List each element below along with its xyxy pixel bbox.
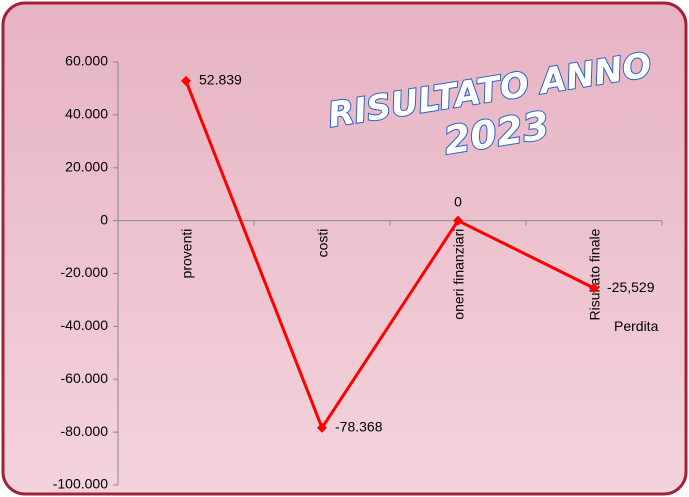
data-label: -25,529 [607, 279, 655, 295]
data-label: 0 [454, 193, 462, 209]
x-tick-label: oneri finanziari [451, 229, 467, 320]
data-label: -78.368 [335, 419, 383, 435]
x-tick-label: proventi [179, 229, 195, 279]
title-group: RISULTATO ANNO 2023 [324, 44, 655, 164]
annotation: Perdita [614, 318, 659, 334]
y-tick-label: 60.000 [65, 53, 108, 69]
marker [181, 75, 191, 86]
y-tick-label: -40.000 [61, 317, 109, 333]
data-label: 52.839 [199, 72, 242, 88]
y-tick-label: -100.000 [53, 476, 108, 492]
y-tick-label: 40.000 [65, 106, 108, 122]
marker [317, 422, 327, 433]
y-tick-label: 20.000 [65, 158, 108, 174]
y-tick-label: 0 [100, 211, 108, 227]
marker [453, 215, 463, 226]
y-tick-label: -60.000 [61, 370, 109, 386]
line [184, 80, 595, 432]
y-tick-label: -20.000 [61, 264, 109, 280]
x-tick-label: costi [315, 229, 331, 258]
y-tick-label: -80.000 [61, 423, 109, 439]
marker [589, 283, 599, 294]
x-tick-label: Risultato finale [587, 228, 603, 320]
